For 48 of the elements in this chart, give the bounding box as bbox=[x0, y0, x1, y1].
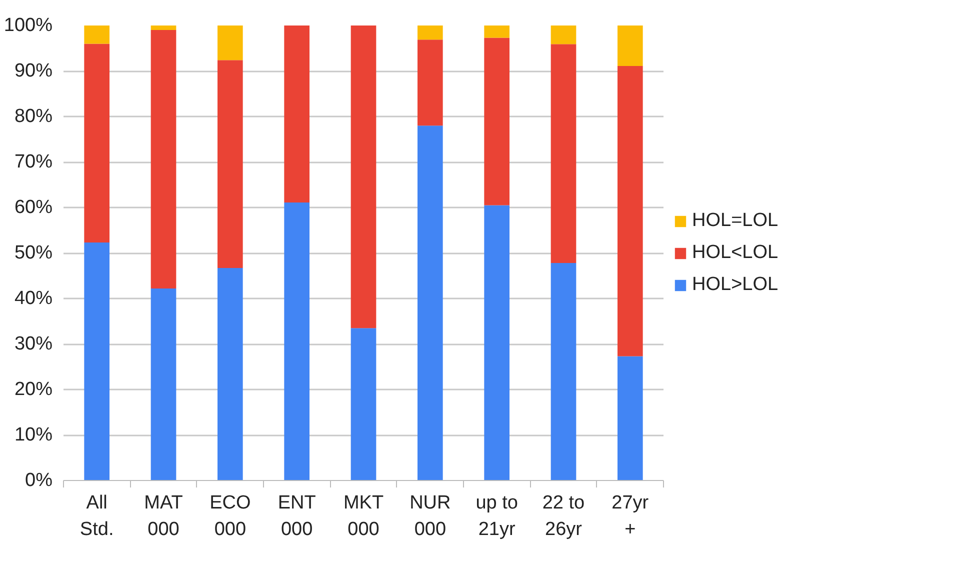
bar bbox=[84, 242, 110, 480]
x-tick-label: ENT 000 bbox=[278, 492, 316, 540]
bar bbox=[550, 263, 576, 480]
bar bbox=[618, 26, 643, 66]
bar bbox=[418, 40, 443, 126]
bar bbox=[350, 26, 376, 328]
bar bbox=[284, 26, 310, 202]
y-tick-label: 0% bbox=[25, 470, 53, 491]
y-tick-label: 80% bbox=[14, 106, 53, 127]
bar bbox=[484, 205, 510, 480]
x-tick-label: All Std. bbox=[80, 492, 114, 540]
y-tick-label: 40% bbox=[14, 288, 53, 309]
bar bbox=[550, 44, 576, 264]
bar bbox=[218, 268, 243, 480]
bar bbox=[484, 38, 510, 206]
legend-label: HOL<LOL bbox=[692, 242, 778, 264]
bar bbox=[484, 26, 510, 38]
x-tick-label: MAT 000 bbox=[144, 492, 184, 540]
bar bbox=[218, 26, 243, 60]
bar bbox=[84, 26, 110, 44]
bar bbox=[350, 328, 376, 480]
bar bbox=[618, 356, 643, 480]
bar bbox=[618, 66, 643, 356]
y-tick-label: 20% bbox=[14, 379, 53, 400]
y-tick-label: 100% bbox=[4, 15, 53, 36]
bar bbox=[284, 202, 310, 480]
y-tick-label: 60% bbox=[14, 197, 53, 218]
x-tick-label: up to 21yr bbox=[476, 492, 518, 540]
y-tick-label: 30% bbox=[14, 334, 53, 354]
y-tick-label: 90% bbox=[14, 60, 53, 82]
legend-label: HOL=LOL bbox=[692, 210, 778, 232]
y-tick-label: 70% bbox=[14, 152, 53, 172]
bar bbox=[218, 60, 243, 268]
x-tick-label: 22 to 26yr bbox=[542, 492, 585, 540]
bar bbox=[550, 26, 576, 44]
bar bbox=[150, 30, 176, 288]
x-tick-label: ECO 000 bbox=[210, 492, 251, 540]
legend-label: HOL>LOL bbox=[692, 274, 778, 296]
y-tick-label: 50% bbox=[14, 242, 53, 264]
y-tick-label: 10% bbox=[14, 424, 53, 446]
x-tick-label: NUR 000 bbox=[410, 492, 451, 540]
bar bbox=[84, 44, 110, 243]
bar bbox=[418, 126, 443, 480]
bar bbox=[150, 288, 176, 480]
bar bbox=[150, 26, 176, 30]
x-tick-label: MKT 000 bbox=[343, 492, 384, 540]
bar bbox=[418, 26, 443, 40]
x-tick-label: 27yr + bbox=[612, 492, 650, 540]
